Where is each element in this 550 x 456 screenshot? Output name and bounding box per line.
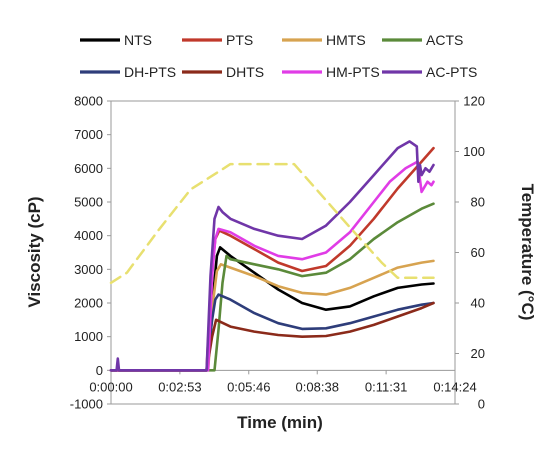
- x-tick-label: 0:05:46: [227, 379, 270, 394]
- y2-tick-label: 80: [471, 195, 485, 210]
- tick-label-group: -1000 0 1000 2000 3000 4000 5000 6000 7000 8000 0 2…: [70, 94, 485, 412]
- series-line-temperature: [109, 162, 435, 285]
- legend-label-nts: NTS: [124, 32, 152, 48]
- series-line-dhts: [109, 301, 435, 372]
- y2-tick-label: 120: [463, 94, 485, 109]
- x-tick-label: 0:08:38: [296, 379, 339, 394]
- series-line-acts: [109, 202, 435, 372]
- series-line-hm-pts: [109, 160, 435, 372]
- y-tick-label: 4000: [74, 228, 103, 243]
- y-axis-title: Viscosity (cP): [25, 196, 44, 307]
- y-tick-label: 8000: [74, 94, 103, 109]
- plot-frame-group: [107, 100, 459, 405]
- y2-tick-label: 20: [471, 346, 485, 361]
- legend-label-dh-pts: DH-PTS: [124, 64, 176, 80]
- series-line-pts: [109, 146, 435, 372]
- x-tick-label: 0:02:53: [158, 379, 201, 394]
- y2-tick-label: 60: [471, 245, 485, 260]
- plot-area-border: [110, 100, 456, 405]
- legend-label-pts: PTS: [226, 32, 253, 48]
- legend: NTS PTS HMTS ACTS DH-PTS DHTS HM-PTS AC-PTS: [80, 32, 477, 80]
- y-tick-label: 6000: [74, 161, 103, 176]
- legend-label-hm-pts: HM-PTS: [326, 64, 380, 80]
- series-group: [109, 140, 435, 372]
- y2-tick-label: 100: [463, 144, 485, 159]
- x-tick-label: 0:11:31: [365, 379, 407, 394]
- y-tick-label: 5000: [74, 195, 103, 210]
- series-line-ac-pts: [109, 140, 435, 372]
- y-tick-label: -1000: [70, 397, 103, 412]
- y2-tick-label: 0: [478, 397, 485, 412]
- y-tick-label: 0: [96, 363, 103, 378]
- x-tick-label: 0:14:24: [433, 379, 476, 394]
- legend-label-hmts: HMTS: [326, 32, 366, 48]
- legend-label-acts: ACTS: [426, 32, 463, 48]
- y-tick-label: 3000: [74, 262, 103, 277]
- y-tick-label: 2000: [74, 296, 103, 311]
- series-line-hmts: [109, 259, 435, 372]
- legend-label-dhts: DHTS: [226, 64, 264, 80]
- series-line-dh-pts: [109, 293, 435, 372]
- x-axis-title: Time (min): [237, 413, 323, 432]
- secondary-y-axis-title: Temperature (°C): [518, 184, 537, 321]
- x-tick-label: 0:00:00: [89, 379, 132, 394]
- y-tick-label: 7000: [74, 127, 103, 142]
- legend-label-ac-pts: AC-PTS: [426, 64, 477, 80]
- y-tick-label: 1000: [74, 329, 103, 344]
- y2-tick-label: 40: [471, 296, 485, 311]
